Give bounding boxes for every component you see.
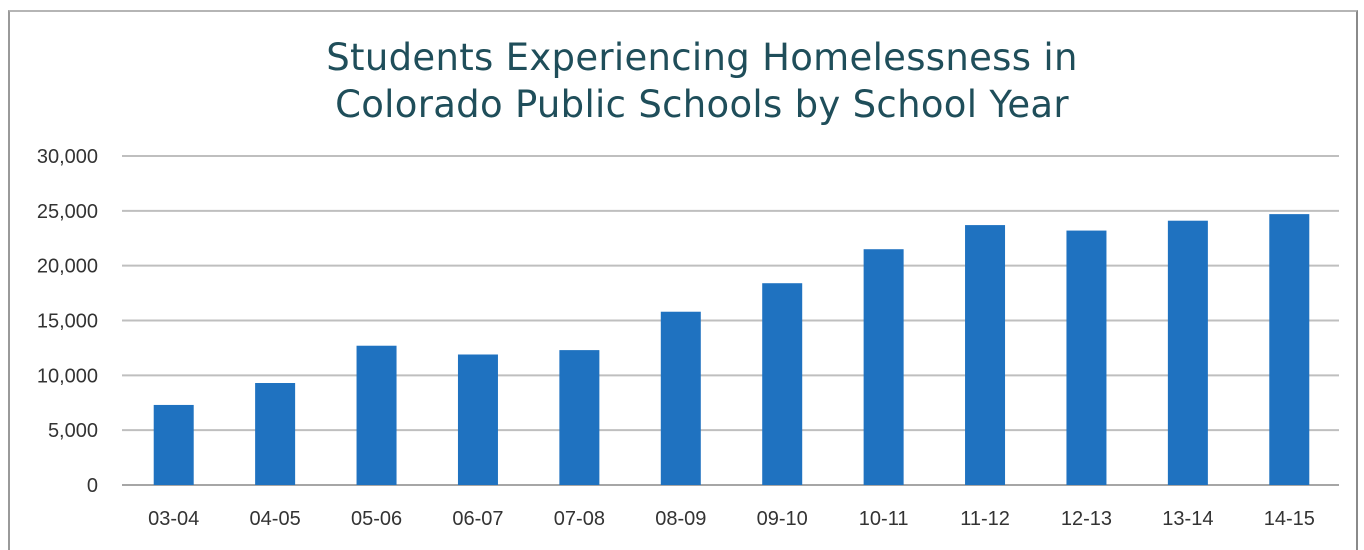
x-axis-ticks: 03-04 04-05 05-06 06-07 07-08 08-09 09-10 10-11… <box>148 508 1315 530</box>
x-tick-label: 12-13 <box>1061 508 1112 530</box>
bar-04-05 <box>255 383 296 485</box>
bar-05-06 <box>356 345 397 485</box>
bar-08-09 <box>660 311 701 485</box>
chart-title-line-2: Colorado Public Schools by School Year <box>335 83 1069 126</box>
y-axis-ticks: 0 5,000 10,000 15,000 20,000 25,000 30,000 <box>37 146 98 497</box>
x-tick-label: 11-12 <box>960 508 1010 530</box>
bar-10-11 <box>863 249 904 485</box>
x-tick-label: 13-14 <box>1162 508 1213 530</box>
gridlines <box>122 155 1339 486</box>
x-tick-label: 07-08 <box>554 508 605 530</box>
bar-03-04 <box>153 404 194 485</box>
chart-title: Students Experiencing Homelessness in Co… <box>0 34 1364 128</box>
bar-07-08 <box>559 350 600 485</box>
bar-11-12 <box>965 225 1006 485</box>
bar-13-14 <box>1167 220 1208 485</box>
y-tick-label: 20,000 <box>37 256 98 278</box>
x-tick-label: 14-15 <box>1264 508 1315 530</box>
x-tick-label: 03-04 <box>148 508 199 530</box>
bars <box>153 214 1310 485</box>
bar-12-13 <box>1066 230 1107 485</box>
chart-frame <box>8 10 1358 550</box>
x-tick-label: 06-07 <box>452 508 503 530</box>
bar-09-10 <box>762 283 803 485</box>
x-tick-label: 05-06 <box>351 508 402 530</box>
y-tick-label: 0 <box>87 475 98 497</box>
bar-06-07 <box>457 354 498 485</box>
y-tick-label: 15,000 <box>37 311 98 333</box>
x-tick-label: 04-05 <box>250 508 301 530</box>
y-tick-label: 5,000 <box>48 420 98 442</box>
y-tick-label: 10,000 <box>37 365 98 387</box>
y-tick-label: 25,000 <box>37 201 98 223</box>
y-tick-label: 30,000 <box>37 146 98 168</box>
chart-title-line-1: Students Experiencing Homelessness in <box>326 36 1078 79</box>
x-tick-label: 09-10 <box>757 508 808 530</box>
x-tick-label: 08-09 <box>655 508 706 530</box>
x-tick-label: 10-11 <box>859 508 909 530</box>
bar-14-15 <box>1269 214 1310 485</box>
